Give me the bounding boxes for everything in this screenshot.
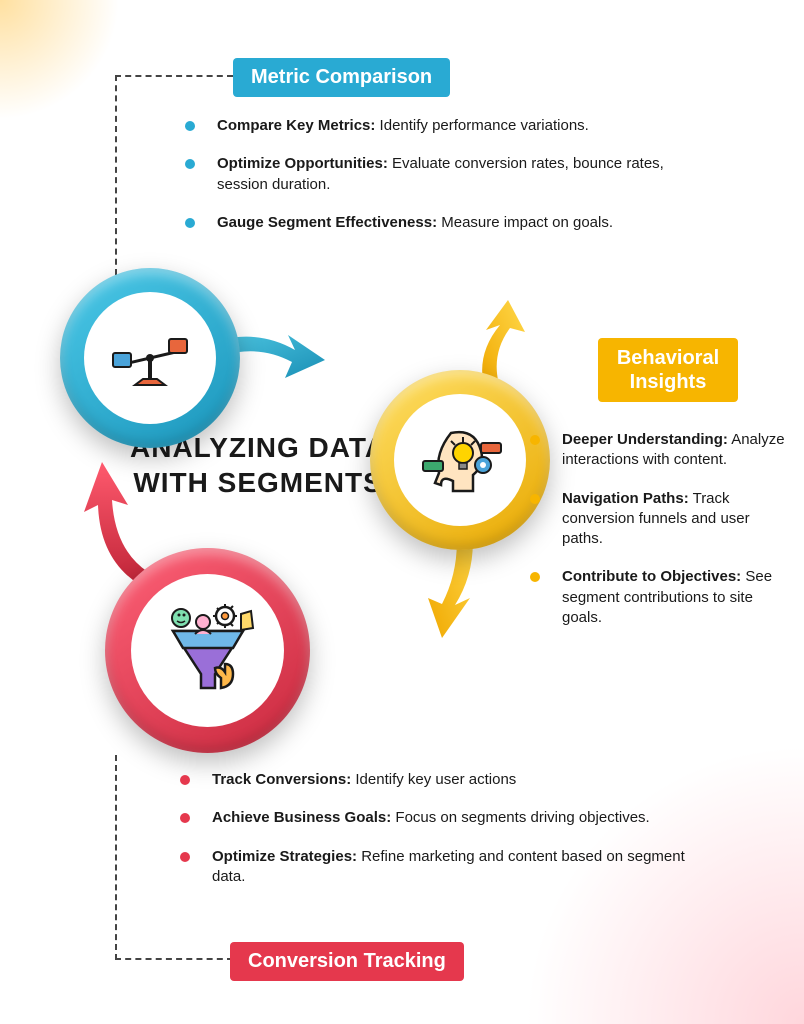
pill-behavioral-label: Behavioral Insights	[617, 347, 719, 393]
bullet-dot	[185, 218, 195, 228]
bullet-text: Navigation Paths: Track conversion funne…	[562, 489, 785, 550]
balance-scale-icon	[105, 323, 195, 393]
bullet-list-behavioral: Deeper Understanding: Analyze interactio…	[530, 430, 785, 646]
ring-yellow-inner	[394, 394, 526, 526]
bullet-item: Optimize Strategies: Refine marketing an…	[180, 847, 700, 888]
bullet-dot	[180, 813, 190, 823]
pill-conversion: Conversion Tracking	[230, 942, 464, 981]
bullet-dot	[530, 494, 540, 504]
ring-red-inner	[131, 574, 284, 727]
bullet-dot	[185, 121, 195, 131]
bullet-text: Gauge Segment Effectiveness: Measure imp…	[217, 213, 613, 233]
bullet-item: Optimize Opportunities: Evaluate convers…	[185, 154, 675, 195]
pill-metric: Metric Comparison	[233, 58, 450, 97]
bullet-dot	[180, 775, 190, 785]
bullet-text: Track Conversions: Identify key user act…	[212, 770, 516, 790]
pill-behavioral: Behavioral Insights	[598, 338, 738, 402]
bullet-dot	[185, 159, 195, 169]
bullet-dot	[180, 852, 190, 862]
ring-red	[105, 548, 310, 753]
bullet-item: Deeper Understanding: Analyze interactio…	[530, 430, 785, 471]
funnel-icon	[153, 596, 263, 706]
ring-blue-inner	[84, 292, 216, 424]
bullet-dot	[530, 572, 540, 582]
bullet-item: Achieve Business Goals: Focus on segment…	[180, 808, 700, 828]
bullet-dot	[530, 435, 540, 445]
ring-blue	[60, 268, 240, 448]
bullet-item: Compare Key Metrics: Identify performanc…	[185, 116, 675, 136]
bullet-item: Contribute to Objectives: See segment co…	[530, 567, 785, 628]
bullet-item: Navigation Paths: Track conversion funne…	[530, 489, 785, 550]
bullet-list-conversion: Track Conversions: Identify key user act…	[180, 770, 700, 905]
bullet-text: Optimize Strategies: Refine marketing an…	[212, 847, 700, 888]
bullet-text: Achieve Business Goals: Focus on segment…	[212, 808, 650, 828]
bullet-text: Contribute to Objectives: See segment co…	[562, 567, 785, 628]
bullet-text: Optimize Opportunities: Evaluate convers…	[217, 154, 675, 195]
bullet-text: Deeper Understanding: Analyze interactio…	[562, 430, 785, 471]
bullet-item: Gauge Segment Effectiveness: Measure imp…	[185, 213, 675, 233]
bullet-item: Track Conversions: Identify key user act…	[180, 770, 700, 790]
head-idea-icon	[413, 413, 508, 508]
pill-conversion-label: Conversion Tracking	[248, 950, 446, 972]
bg-gradient-top-left	[0, 0, 120, 120]
bullet-text: Compare Key Metrics: Identify performanc…	[217, 116, 589, 136]
pill-metric-label: Metric Comparison	[251, 66, 432, 88]
bullet-list-metric: Compare Key Metrics: Identify performanc…	[185, 116, 675, 251]
ring-yellow	[370, 370, 550, 550]
